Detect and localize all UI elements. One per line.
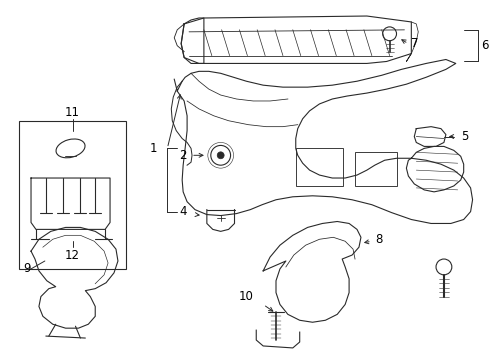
Text: 11: 11 <box>65 106 80 119</box>
Text: 10: 10 <box>239 290 254 303</box>
Text: 6: 6 <box>482 39 489 52</box>
Text: 12: 12 <box>65 248 80 262</box>
Text: 2: 2 <box>180 149 187 162</box>
Circle shape <box>217 152 224 159</box>
Text: 8: 8 <box>375 233 382 246</box>
Text: 1: 1 <box>150 142 157 155</box>
Text: 4: 4 <box>180 205 187 218</box>
Text: 7: 7 <box>411 37 419 50</box>
Bar <box>19 121 126 269</box>
Text: 9: 9 <box>23 262 30 275</box>
Text: 5: 5 <box>461 130 468 143</box>
Bar <box>355 152 396 186</box>
Bar <box>296 148 343 186</box>
